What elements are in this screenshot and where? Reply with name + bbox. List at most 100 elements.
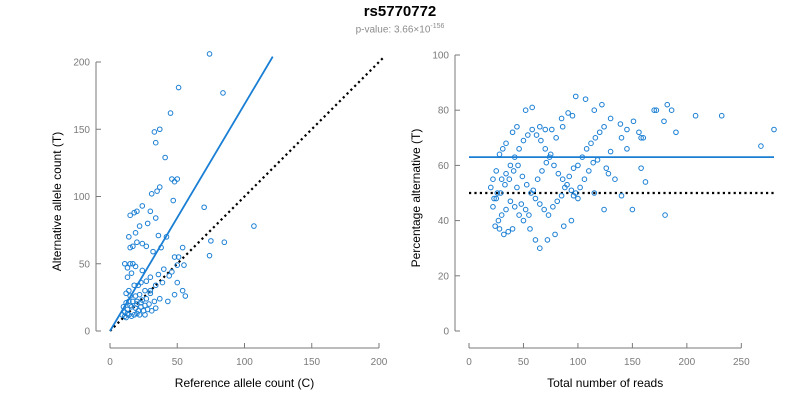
data-point — [171, 254, 178, 260]
data-point — [503, 140, 509, 147]
y-tick-label: 150 — [73, 125, 90, 136]
data-point — [179, 244, 186, 251]
p-value-exponent: -156 — [430, 23, 445, 30]
x-tick-label: 100 — [236, 357, 253, 368]
data-point — [605, 170, 612, 177]
data-point — [139, 240, 146, 247]
data-point — [530, 187, 537, 194]
data-point — [510, 168, 517, 174]
data-point — [171, 178, 178, 185]
data-point — [539, 168, 545, 174]
data-point — [559, 176, 566, 182]
y-tick-label: 100 — [73, 192, 90, 203]
data-point — [532, 237, 539, 243]
data-point — [505, 228, 512, 235]
right-plot: 0 50 100 150 200 250 0 20 40 60 80 100 Total number … — [409, 51, 777, 390]
data-point — [251, 223, 257, 229]
data-point — [516, 212, 522, 218]
data-point — [588, 140, 594, 147]
x-tick-label: 50 — [518, 357, 530, 368]
data-point — [522, 206, 529, 213]
data-point — [127, 260, 133, 267]
data-point — [135, 308, 142, 314]
data-point — [121, 260, 128, 267]
y-tick-label: 60 — [438, 161, 450, 172]
data-point — [607, 148, 614, 155]
data-point — [138, 299, 144, 306]
data-point — [139, 203, 146, 209]
data-point — [221, 239, 228, 246]
data-point — [499, 146, 506, 152]
data-point — [170, 197, 177, 204]
data-point — [511, 204, 518, 210]
y-axis-title: Alternative allele count (T) — [50, 132, 64, 271]
data-point — [601, 123, 607, 130]
data-point — [136, 291, 143, 298]
data-point — [124, 274, 131, 281]
data-point — [134, 310, 140, 317]
data-point — [607, 115, 614, 122]
data-point — [629, 206, 636, 213]
data-point — [496, 226, 503, 232]
data-point — [496, 151, 503, 158]
data-point — [156, 184, 163, 190]
data-point — [542, 146, 549, 152]
data-point — [518, 201, 525, 207]
data-point — [592, 135, 599, 141]
data-point — [151, 129, 158, 135]
data-point — [165, 298, 171, 305]
data-point — [638, 135, 644, 141]
y-tick-label: 40 — [438, 216, 450, 227]
data-point — [516, 146, 522, 152]
data-point — [525, 132, 531, 138]
data-point — [167, 110, 174, 116]
data-point — [490, 176, 496, 182]
data-point — [148, 308, 155, 314]
data-point — [514, 123, 520, 130]
data-point — [208, 238, 214, 244]
data-point — [132, 263, 139, 270]
data-point — [138, 303, 144, 310]
data-point — [497, 190, 504, 196]
data-point — [206, 252, 213, 259]
data-point — [147, 208, 154, 215]
data-point — [493, 168, 500, 174]
reference-line — [109, 55, 386, 332]
data-point — [569, 112, 576, 119]
data-point — [526, 212, 532, 218]
data-point — [640, 135, 647, 141]
data-point — [156, 126, 163, 133]
data-point — [581, 176, 588, 182]
data-point — [498, 212, 505, 218]
data-point — [519, 173, 526, 180]
data-point — [139, 267, 146, 274]
data-point — [487, 184, 494, 191]
data-point — [575, 195, 581, 202]
data-point — [174, 279, 181, 286]
y-axis-title: Percentage alternative (T) — [409, 129, 423, 268]
chart-title: rs5770772 — [363, 3, 437, 20]
data-point — [558, 192, 565, 199]
data-point — [544, 237, 551, 243]
data-point — [591, 190, 598, 196]
data-point — [522, 107, 529, 113]
data-point — [664, 101, 671, 108]
data-point — [562, 184, 568, 191]
data-point — [532, 195, 539, 202]
data-point — [150, 248, 156, 255]
data-point — [492, 223, 498, 229]
data-point — [612, 176, 618, 182]
data-point — [545, 212, 552, 218]
data-point — [159, 279, 166, 286]
data-point — [568, 217, 575, 224]
data-point — [566, 173, 573, 180]
data-point — [570, 192, 577, 199]
data-point — [533, 132, 540, 138]
p-value-subtitle: p-value: 3.66×10-156 — [0, 23, 800, 35]
y-tick-label: 0 — [443, 327, 449, 338]
data-point — [142, 312, 148, 318]
data-point — [583, 146, 590, 152]
data-point — [491, 195, 497, 202]
data-point — [582, 96, 589, 102]
